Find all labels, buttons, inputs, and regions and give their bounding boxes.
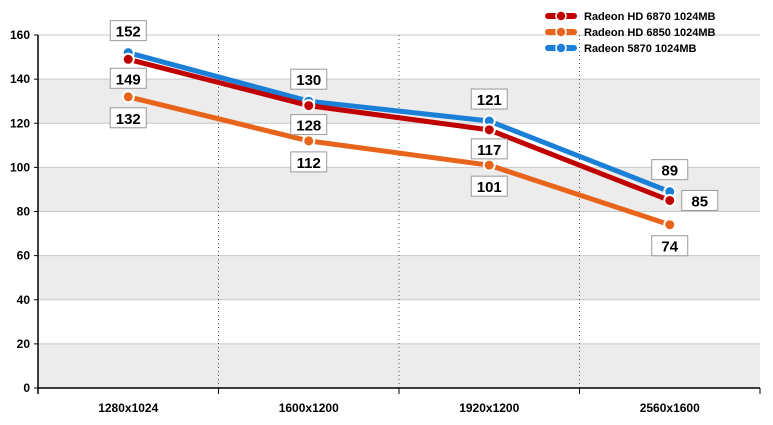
data-label: 89	[661, 163, 678, 180]
y-tick-label: 0	[23, 381, 30, 395]
y-tick-label: 60	[17, 249, 31, 263]
data-label-box	[470, 175, 508, 197]
data-label-box	[470, 88, 508, 110]
data-point	[663, 218, 677, 232]
data-label-box	[109, 20, 147, 42]
data-label-box	[681, 189, 719, 211]
y-tick-label: 120	[10, 116, 30, 130]
data-point	[302, 99, 316, 113]
grid-band	[38, 255, 760, 300]
data-label-orange: 74	[651, 235, 689, 257]
data-label-blue: 152	[109, 20, 147, 42]
legend-label: Radeon HD 6870 1024MB	[584, 11, 715, 23]
data-point	[482, 158, 496, 172]
data-label-box	[290, 114, 328, 136]
data-label-orange: 132	[109, 107, 147, 129]
data-label-blue: 130	[290, 68, 328, 90]
legend-marker	[555, 42, 567, 54]
data-label-blue: 89	[651, 159, 689, 181]
series-line	[127, 94, 671, 228]
grid-band	[38, 343, 760, 388]
legend-label: Radeon HD 6850 1024MB	[584, 27, 715, 39]
data-label: 117	[477, 142, 501, 159]
data-label: 85	[691, 193, 708, 210]
data-label-box	[109, 107, 147, 129]
data-label: 132	[116, 111, 141, 128]
y-tick-label: 40	[17, 293, 31, 307]
x-tick-label: 2560x1600	[640, 401, 700, 415]
data-point	[121, 52, 135, 66]
data-label: 149	[116, 71, 141, 88]
x-tick-label: 1280x1024	[98, 401, 158, 415]
data-label: 152	[116, 24, 141, 41]
data-label: 128	[296, 118, 321, 135]
data-point	[302, 134, 316, 148]
data-point	[121, 90, 135, 104]
data-label-box	[290, 151, 328, 173]
data-label: 130	[296, 72, 321, 89]
data-point	[663, 193, 677, 207]
data-label: 112	[297, 155, 321, 172]
data-label-red: 117	[470, 138, 508, 160]
legend-marker	[555, 26, 567, 38]
data-label-orange: 112	[290, 151, 328, 173]
data-label: 101	[477, 179, 502, 196]
data-label-orange: 101	[470, 175, 508, 197]
y-tick-label: 80	[17, 205, 31, 219]
series-line	[127, 56, 671, 203]
series-line	[127, 50, 671, 194]
data-label: 74	[661, 239, 678, 256]
y-tick-label: 160	[10, 28, 30, 42]
data-label-red: 128	[290, 114, 328, 136]
data-label-red: 85	[681, 189, 719, 211]
data-label-red: 149	[109, 67, 147, 89]
y-tick-label: 100	[10, 160, 30, 174]
x-tick-label: 1920x1200	[459, 401, 519, 415]
data-label-box	[651, 235, 689, 257]
data-label-box	[290, 68, 328, 90]
y-tick-label: 20	[17, 337, 31, 351]
y-tick-label: 140	[10, 72, 30, 86]
legend-label: Radeon 5870 1024MB	[584, 43, 697, 55]
data-point	[482, 123, 496, 137]
data-label-blue: 121	[470, 88, 508, 110]
data-label: 121	[477, 92, 502, 109]
data-label-box	[651, 159, 689, 181]
x-tick-label: 1600x1200	[279, 401, 339, 415]
data-label-box	[470, 138, 508, 160]
legend-marker	[555, 10, 567, 22]
data-label-box	[109, 67, 147, 89]
